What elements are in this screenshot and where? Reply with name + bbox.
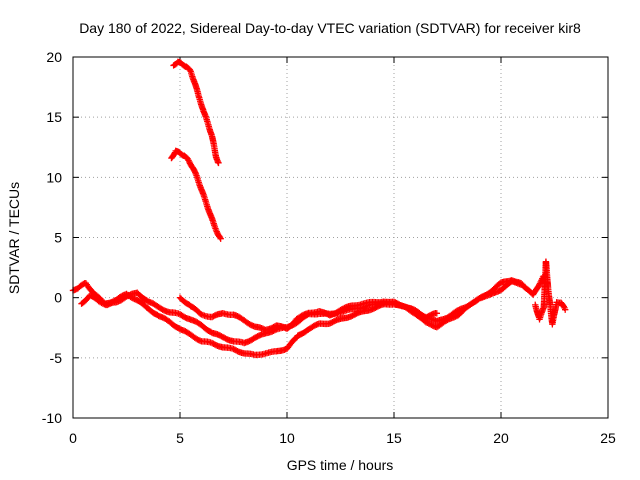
y-tick-label: 15 [46,109,62,125]
x-tick-label: 25 [600,430,616,446]
data-point-marker [562,306,569,313]
x-tick-label: 0 [69,430,77,446]
data-point-marker [216,234,224,241]
x-tick-label: 5 [176,430,184,446]
data-point-marker [185,157,192,164]
data-point-marker [98,299,105,307]
data-point-marker [560,303,567,310]
data-point-marker [215,159,222,167]
data-point-marker [519,281,526,288]
grid-lines [73,57,608,418]
y-tick-label: 10 [46,169,62,185]
plot-frame [72,56,609,419]
data-point-marker [433,310,440,317]
x-axis-label: GPS time / hours [287,457,394,473]
data-point-marker [196,337,204,344]
data-point-marker [517,279,525,287]
x-tick-label: 15 [386,430,402,446]
data-point-marker [186,158,193,166]
y-tick-label: 20 [46,49,62,65]
y-tick-label: -5 [50,350,63,366]
y-axis-label: SDTVAR / TECUs [6,182,22,294]
chart-title: Day 180 of 2022, Sidereal Day-to-day VTE… [79,20,581,36]
y-tick-label: -10 [42,410,62,426]
y-tick-label: 0 [54,290,62,306]
data-point-marker [217,235,224,242]
data-point-marker [104,301,111,309]
x-tick-label: 20 [493,430,509,446]
data-marks [69,58,569,359]
y-tick-label: 5 [54,230,62,246]
axis-ticks: 0 5 10 15 20 25 -10 -5 0 5 10 15 20 [42,49,616,446]
x-tick-label: 10 [279,430,295,446]
